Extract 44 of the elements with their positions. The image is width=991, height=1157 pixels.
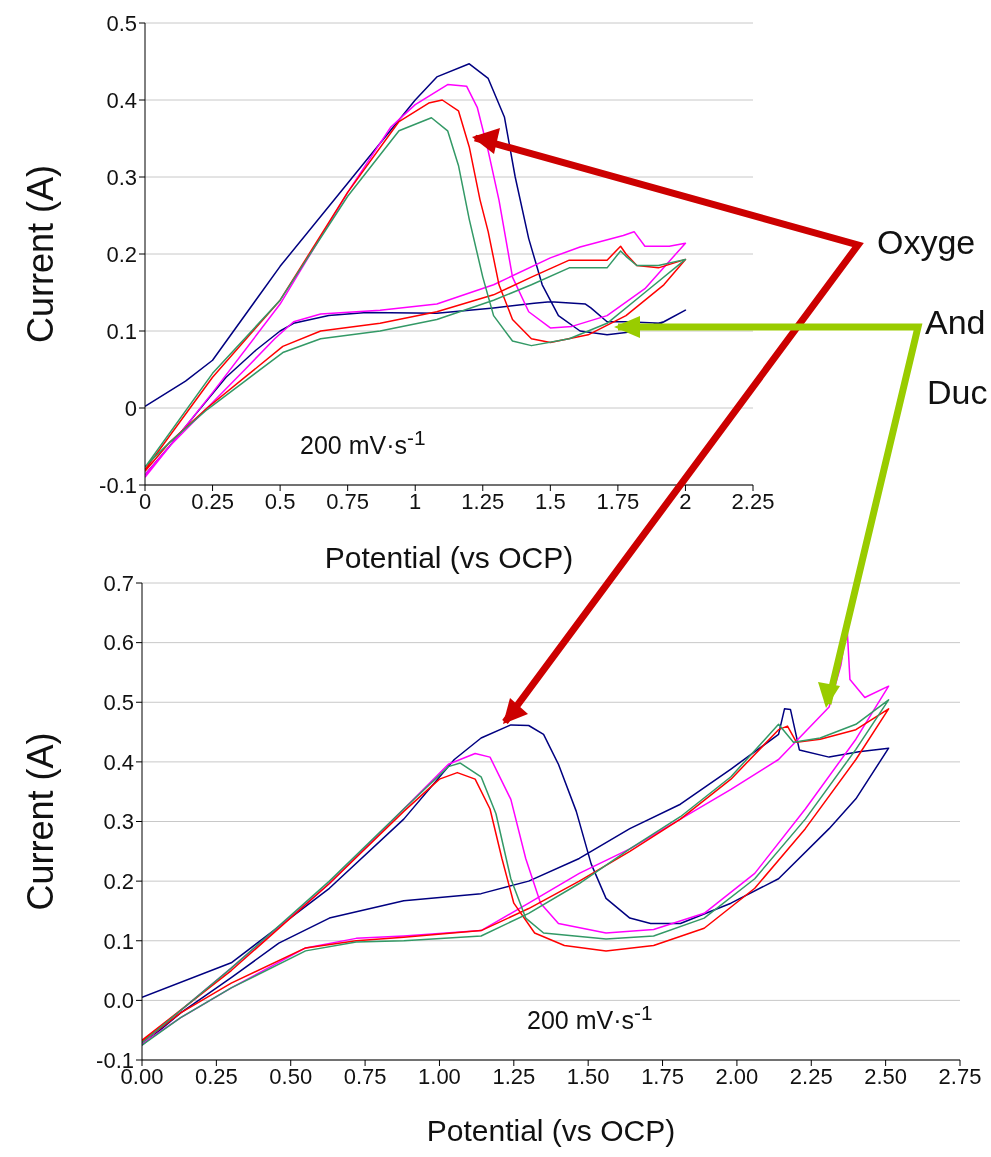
- x-tick-label: 2.25: [731, 488, 775, 514]
- x-tick-label: 2.75: [938, 1063, 982, 1089]
- y-tick-label: 0.6: [103, 630, 134, 656]
- x-axis-title: Potential (vs OCP): [426, 1114, 676, 1147]
- x-tick-label: 1.75: [641, 1063, 684, 1089]
- y-tick-label: 0.5: [106, 10, 137, 36]
- x-tick-label: 2.00: [715, 1063, 759, 1089]
- annotation: 200 mV·s$^{-1}$: [300, 426, 426, 460]
- annotation: 200 mV·s$^{-1}$: [527, 1001, 653, 1035]
- y-tick-label: 0.5: [103, 690, 134, 716]
- y-tick-label: 0.0: [103, 988, 134, 1014]
- y-tick-label: 0.3: [103, 809, 134, 835]
- text: And: [925, 303, 986, 341]
- x-tick-label: 1.50: [566, 1063, 610, 1089]
- y-axis-title: Current (A): [19, 164, 61, 344]
- x-tick-label: 2.50: [864, 1063, 908, 1089]
- y-tick-label: 0.1: [106, 318, 137, 344]
- y-axis-title: Current (A): [19, 732, 61, 911]
- y-tick-label: 0.4: [103, 749, 134, 775]
- x-tick-label: 1.75: [596, 488, 640, 514]
- y-tick-label: 0.3: [106, 164, 137, 190]
- x-tick-label: 2: [679, 488, 692, 514]
- x-tick-label: 2.25: [789, 1063, 833, 1089]
- x-tick-label: 0.75: [343, 1063, 387, 1089]
- y-tick-label: 0.2: [106, 241, 137, 267]
- x-axis-title: Potential (vs OCP): [324, 541, 574, 574]
- x-tick-label: 1: [409, 488, 422, 514]
- x-tick-label: 1.5: [535, 488, 566, 514]
- y-tick-label: 0.1: [103, 928, 134, 954]
- y-tick-label: 0.2: [103, 868, 134, 894]
- x-tick-label: 0.5: [264, 488, 296, 514]
- x-tick-label: 1.25: [461, 488, 505, 514]
- text: Oxyge: [877, 223, 976, 261]
- x-tick-label: 0.25: [194, 1063, 238, 1089]
- x-tick-label: 1.00: [418, 1063, 461, 1089]
- x-tick-label: 0.50: [269, 1063, 313, 1089]
- y-tick-label: 0.4: [106, 87, 137, 113]
- text: Duc: [927, 373, 988, 411]
- y-tick-label: 0: [124, 395, 137, 421]
- y-tick-label: -0.1: [99, 472, 137, 498]
- x-tick-label: 0.75: [326, 488, 370, 514]
- y-tick-label: 0.7: [103, 570, 134, 596]
- x-tick-label: 1.25: [492, 1063, 536, 1089]
- x-tick-label: 0.25: [191, 488, 234, 514]
